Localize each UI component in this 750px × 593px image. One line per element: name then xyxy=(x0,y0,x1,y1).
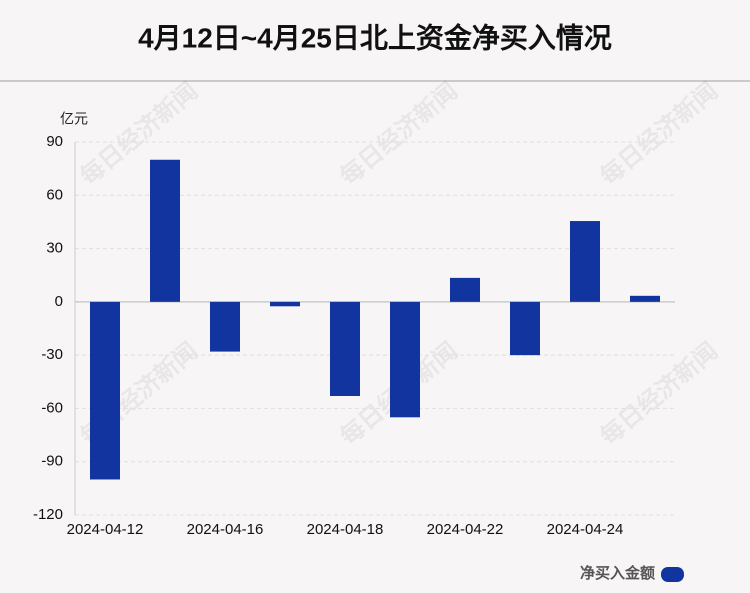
y-tick-label: -90 xyxy=(41,453,63,470)
y-tick-label: 60 xyxy=(46,186,63,203)
bar xyxy=(630,295,660,302)
chart-title: 4月12日~4月25日北上资金净买入情况 xyxy=(138,21,612,53)
y-tick-label: 0 xyxy=(55,293,63,310)
watermark: 每日经济新闻 xyxy=(595,337,723,451)
legend-swatch xyxy=(661,567,684,582)
y-tick-label: 90 xyxy=(46,133,63,150)
bar xyxy=(150,159,180,302)
y-tick-label: -120 xyxy=(33,506,63,523)
bar xyxy=(450,277,480,302)
bar xyxy=(90,301,120,480)
bar xyxy=(330,301,360,396)
y-unit: 亿元 xyxy=(60,111,88,127)
x-tick-label: 2024-04-22 xyxy=(427,521,504,538)
bar xyxy=(390,301,420,418)
bar xyxy=(210,301,240,352)
bar xyxy=(510,301,540,356)
watermark: 每日经济新闻 xyxy=(75,77,203,191)
y-tick-label: 30 xyxy=(46,240,63,257)
bar xyxy=(570,221,600,302)
x-tick-label: 2024-04-16 xyxy=(187,521,264,538)
watermark: 每日经济新闻 xyxy=(595,77,723,191)
x-tick-label: 2024-04-12 xyxy=(67,521,144,538)
y-tick-label: -30 xyxy=(41,346,63,363)
x-tick-label: 2024-04-24 xyxy=(547,521,624,538)
watermark: 每日经济新闻 xyxy=(335,77,463,191)
x-tick-label: 2024-04-18 xyxy=(307,521,384,538)
y-tick-label: -60 xyxy=(41,399,63,416)
legend-label: 净买入金额 xyxy=(580,564,655,582)
bar xyxy=(270,301,300,307)
